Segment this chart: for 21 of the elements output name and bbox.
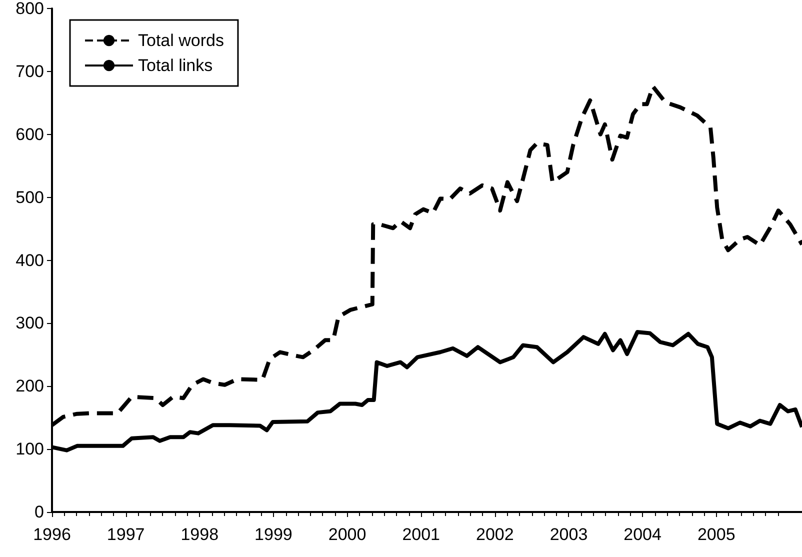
y-tick-label: 500	[16, 188, 44, 207]
y-tick-label: 300	[16, 314, 44, 333]
x-tick-label: 2004	[624, 525, 662, 544]
x-tick-label: 1998	[180, 525, 219, 544]
y-tick-label: 100	[16, 440, 44, 459]
x-tick-label: 2003	[550, 525, 588, 544]
y-tick-label: 800	[16, 0, 44, 18]
y-tick-label: 200	[16, 376, 44, 396]
y-tick-label: 0	[34, 502, 44, 522]
x-tick-label: 1996	[33, 525, 71, 544]
y-tick-label: 600	[16, 124, 44, 144]
x-tick-label: 1999	[254, 525, 292, 544]
legend-label: Total links	[138, 56, 213, 75]
x-tick-label: 2000	[328, 525, 366, 544]
legend-label: Total words	[138, 31, 224, 50]
x-tick-label: 2001	[402, 525, 440, 544]
y-tick-label: 700	[16, 62, 44, 81]
x-tick-label: 1997	[106, 525, 145, 544]
x-tick-label: 2002	[476, 525, 514, 544]
y-tick-label: 400	[16, 250, 44, 270]
x-tick-label: 2005	[697, 525, 736, 544]
